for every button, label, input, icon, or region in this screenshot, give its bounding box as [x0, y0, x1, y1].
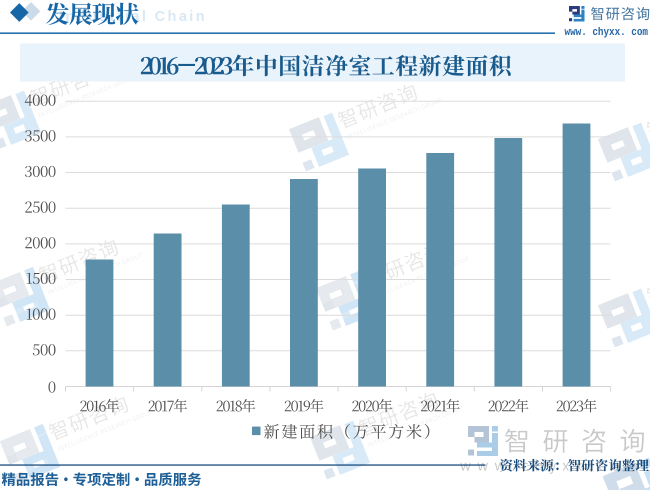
- svg-text:www. chyxx. com: www. chyxx. com: [565, 27, 649, 39]
